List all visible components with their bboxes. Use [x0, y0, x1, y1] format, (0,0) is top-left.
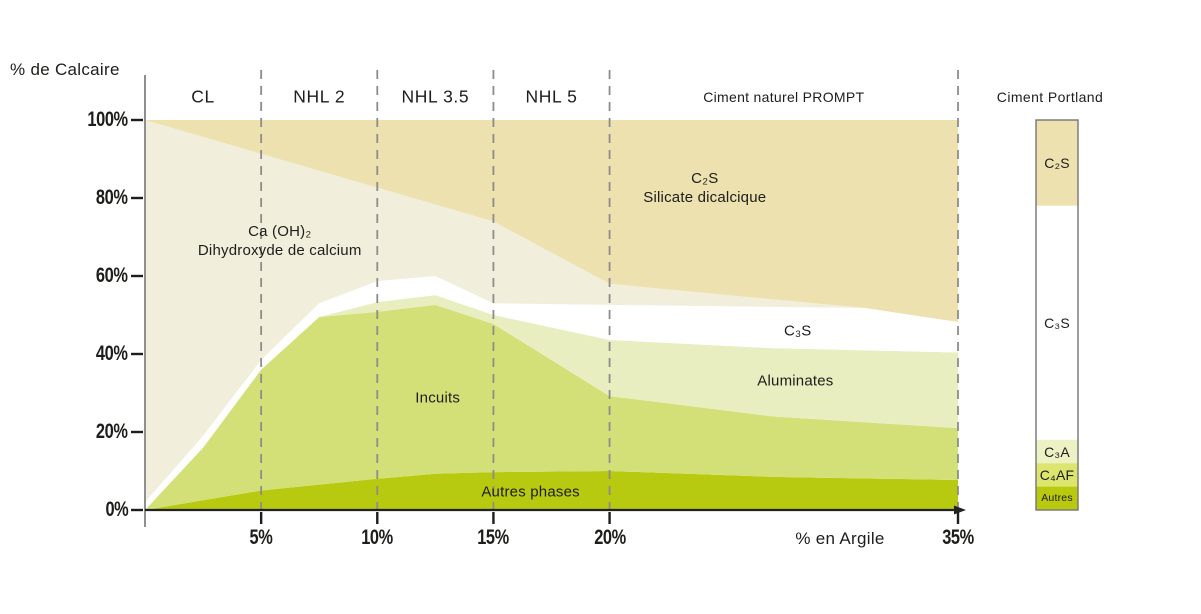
- area-ca-oh2: [145, 120, 958, 503]
- area-aluminates: [145, 295, 958, 510]
- area-c3s: [145, 276, 958, 510]
- portland-segment-C₃S: [1036, 205, 1078, 440]
- area-autres-phases: [145, 471, 958, 510]
- y-axis-title: % de Calcaire: [10, 60, 120, 79]
- portland-bar-border: [1035, 119, 1079, 511]
- x-axis-title: % en Argile: [795, 529, 885, 548]
- x-axis-arrowhead: [954, 505, 966, 515]
- portland-segment-Autres: [1036, 486, 1078, 510]
- portland-segment-C₂S: [1036, 120, 1078, 206]
- portland-segment-C₄AF: [1036, 463, 1078, 487]
- area-c2s: [145, 120, 958, 323]
- area-incuits: [145, 304, 958, 510]
- portland-bar-title: Ciment Portland: [996, 89, 1104, 105]
- portland-segment-C₃A: [1036, 439, 1078, 464]
